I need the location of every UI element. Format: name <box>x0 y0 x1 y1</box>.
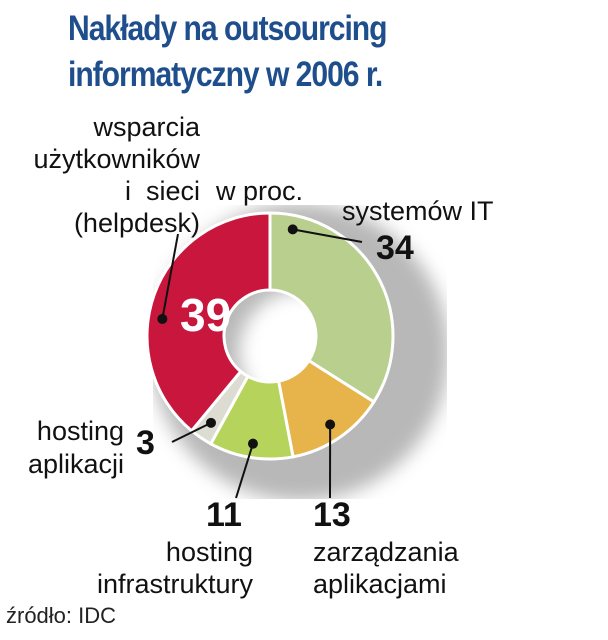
chart-title-line-1: Nakłady na outsourcing <box>68 9 388 48</box>
source-note: źródło: IDC <box>6 603 117 628</box>
slice-label-zarzadzania-aplikacjami-line-1: zarządzania <box>313 537 459 567</box>
slice-value-zarzadzania-aplikacjami: 13 <box>313 496 351 534</box>
leader-helpdesk-dot <box>157 313 168 324</box>
unit-label: w proc. <box>216 176 304 206</box>
leader-helpdesk <box>161 233 179 320</box>
slice-label-systemy-it: systemów IT <box>342 196 494 226</box>
slice-value-hosting-infrastruktury: 11 <box>206 496 242 534</box>
slice-value-helpdesk: 39 <box>180 289 232 341</box>
slice-systemy-it <box>268 211 395 404</box>
slice-label-hosting-aplikacji-line-1: hosting <box>36 416 124 446</box>
slice-label-helpdesk-line-1: wsparcia <box>93 112 200 142</box>
slice-label-hosting-infrastruktury-line-1: hosting <box>165 537 253 567</box>
leader-hosting-aplikacji-dot <box>205 417 216 428</box>
slice-label-helpdesk-line-3: i sieci <box>124 176 200 206</box>
chart-title: Nakłady na outsourcing informatyczny w 2… <box>68 6 515 98</box>
leader-systemy-it-dot <box>287 224 298 235</box>
slice-label-hosting-infrastruktury-line-2: infrastruktury <box>96 569 253 599</box>
leader-hosting-infrastruktury <box>235 443 254 499</box>
slice-value-hosting-aplikacji: 3 <box>136 424 155 462</box>
chart-title-line-2: informatyczny w 2006 r. <box>68 55 383 94</box>
slice-label-zarzadzania-aplikacjami-line-2: aplikacjami <box>313 569 447 599</box>
leader-hosting-infrastruktury-dot <box>247 438 258 449</box>
leader-hosting-aplikacji <box>171 421 212 443</box>
leader-lines <box>157 224 363 499</box>
slice-value-systemy-it: 34 <box>376 229 414 267</box>
slice-helpdesk <box>145 211 272 433</box>
slice-label-hosting-aplikacji-line-2: aplikacji <box>27 449 124 479</box>
leader-systemy-it <box>292 228 363 243</box>
slice-label-helpdesk-line-4: (helpdesk) <box>73 208 200 238</box>
leader-zarzadzania-aplikacjami-dot <box>325 419 336 430</box>
donut-slices <box>145 211 395 461</box>
slice-label-helpdesk-line-2: użytkowników <box>33 144 200 174</box>
